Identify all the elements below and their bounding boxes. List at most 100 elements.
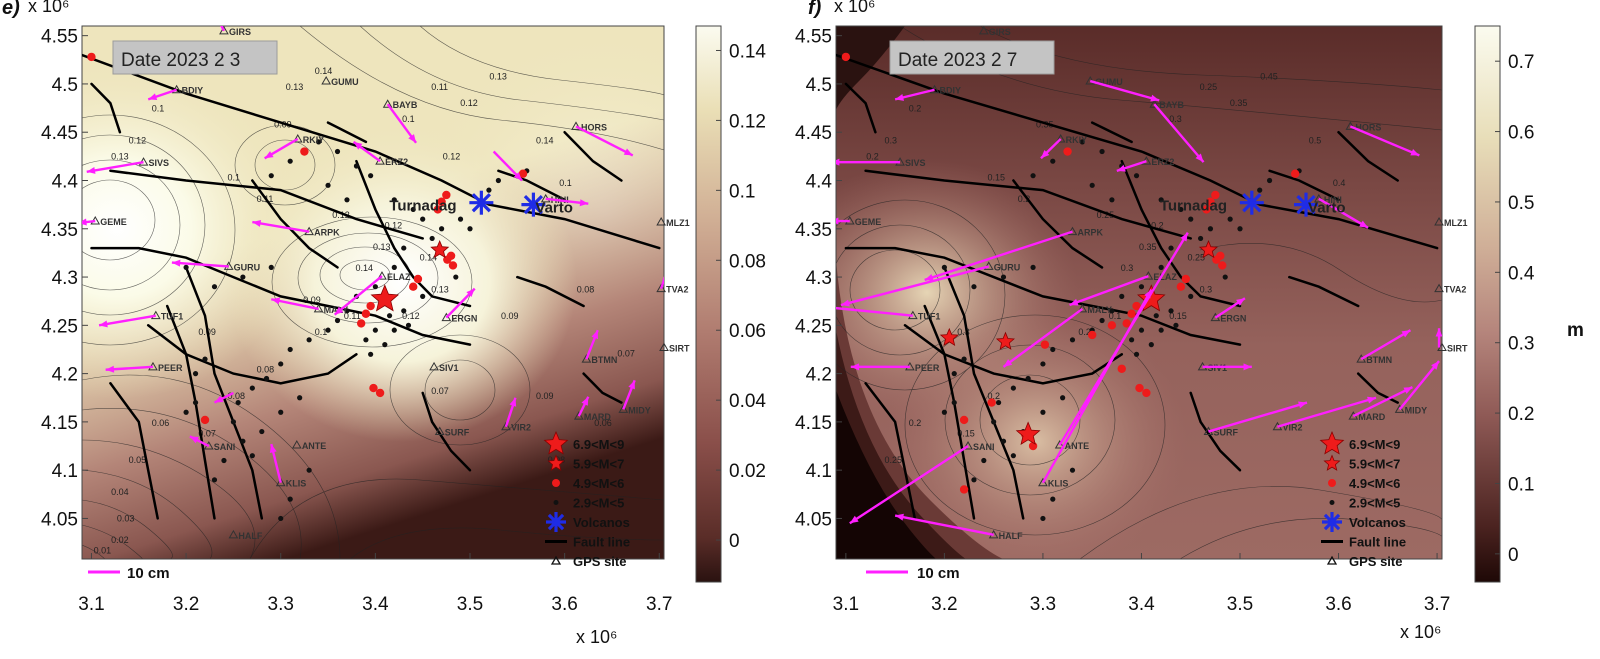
legend-star-small-icon: [1323, 454, 1341, 471]
contour-label: 0.25: [1200, 82, 1218, 92]
gps-triangle-icon: [1345, 121, 1356, 130]
x-tick-label: 3.6: [551, 594, 577, 615]
gps-displacement-vector: [1089, 79, 1160, 102]
medium-quake-dot: [366, 301, 375, 311]
volcano-icon: [1294, 192, 1319, 217]
gps-site-label: GIRS: [229, 27, 251, 37]
medium-quake-dot: [442, 190, 451, 200]
fault-line: [90, 82, 122, 134]
gps-site-label: ERGN: [1220, 314, 1246, 324]
y-tick-label: 4.4: [52, 171, 79, 192]
contour-label: 0.3: [885, 135, 898, 145]
small-quake-dot: [1069, 337, 1076, 343]
x-tick-label: 3.5: [1227, 594, 1253, 615]
contour-label: 0.08: [228, 391, 246, 401]
vector-arrowhead: [148, 93, 158, 101]
small-quake-dot: [457, 216, 464, 222]
small-quake-dot: [1188, 216, 1194, 222]
colorbar-tick-label: 0.06: [729, 321, 766, 342]
contour-label: 0.09: [303, 295, 321, 305]
gps-site-label: RKIY: [303, 135, 325, 145]
small-quake-dot: [386, 313, 393, 319]
small-quake-dot: [391, 327, 397, 333]
vector-arrowhead: [814, 303, 823, 310]
contour-label: 0.12: [129, 135, 147, 145]
small-quake-dot: [1158, 197, 1164, 203]
legend-black-dot-icon: [553, 500, 559, 505]
y-tick-label: 4.2: [806, 365, 832, 386]
gps-site-label: GIRS: [989, 27, 1011, 37]
contour-label: 0.13: [111, 151, 129, 161]
legend-label: Volcanos: [573, 515, 630, 530]
small-quake-dot: [287, 496, 293, 502]
gps-site-label: HALF: [238, 531, 262, 541]
small-quake-dot: [961, 356, 967, 362]
small-quake-dot: [325, 327, 331, 333]
contour-label: 0.4: [1333, 178, 1346, 188]
volcano-label: Turnadag: [1160, 198, 1227, 215]
fault-line: [109, 169, 424, 240]
small-quake-dot: [278, 409, 284, 415]
gps-triangle-icon: [1313, 193, 1324, 203]
gps-site-label: BTMN: [1366, 355, 1392, 365]
x-tick-label: 3.3: [268, 594, 294, 615]
small-quake-dot: [1109, 308, 1115, 314]
colorbar-tick-label: 0: [1508, 545, 1519, 566]
vector-arrowhead: [1410, 148, 1420, 156]
y-tick-label: 4.3: [806, 268, 832, 289]
legend-star-small-icon: [547, 454, 565, 471]
vector-arrowhead: [1298, 401, 1308, 409]
y-tick-label: 4.05: [41, 509, 78, 530]
contour-label: 0.08: [577, 285, 595, 295]
gps-displacement-vector: [1069, 274, 1149, 307]
small-quake-dot: [1109, 197, 1115, 203]
gps-site-label: BAYB: [393, 100, 418, 110]
medium-quake-dot: [959, 485, 969, 494]
small-quake-dot: [1168, 245, 1174, 251]
panel-e-medium-quakes: [87, 52, 528, 425]
medium-quake-dot: [1087, 330, 1097, 340]
fault-line: [326, 121, 368, 144]
gps-site-label: SIVS: [149, 158, 170, 168]
contour-label: 0.25: [885, 455, 903, 465]
vector-arrowhead: [189, 436, 199, 444]
colorbar-tick-label: 0.1: [729, 181, 755, 202]
medium-quake-dot: [413, 274, 423, 284]
gps-triangle-icon: [501, 421, 511, 431]
contour-label: 0.25: [1097, 210, 1115, 220]
small-quake-dot: [183, 264, 189, 270]
panel-f-colorbar-unit: m: [1567, 320, 1584, 341]
gps-triangle-icon: [321, 76, 332, 85]
gps-site-label: MLZ1: [666, 218, 690, 228]
fault-line: [582, 372, 623, 404]
small-quake-dot: [951, 371, 957, 377]
panel-f-gps-sites: GIRS BDIY GUMU BAYB HORS RKIY SIVS ERZ2 HINI GEME…: [844, 25, 1468, 541]
contour-label: 0.12: [402, 311, 420, 321]
y-tick-label: 4.15: [795, 413, 832, 434]
contour-label: 0.1: [402, 114, 415, 124]
gps-site-label: ANTE: [302, 441, 327, 451]
gps-site-label: SIRT: [1447, 344, 1468, 354]
small-quake-dot: [951, 399, 957, 406]
contour-label: 0.5: [1309, 135, 1322, 145]
medium-quake-dot: [1135, 383, 1144, 393]
y-tick-label: 4.5: [52, 75, 78, 96]
panel-e-large-quakes: [370, 239, 450, 312]
gps-triangle-icon: [292, 133, 303, 143]
y-tick-label: 4.4: [806, 171, 833, 192]
small-quake-dot: [495, 177, 501, 184]
gps-triangle-icon: [219, 25, 229, 35]
panel-e-volcanoes: Turnadag Varto: [389, 190, 573, 217]
gps-site-label: PEER: [158, 363, 183, 373]
small-quake-dot: [192, 371, 199, 377]
vector-arrowhead: [1116, 164, 1126, 172]
panel-f-gps-vectors: [814, 79, 1442, 537]
fault-line: [943, 266, 1025, 520]
small-quake-dot: [391, 197, 397, 203]
gps-site-label: MIDY: [1405, 405, 1428, 415]
x-tick-label: 3.1: [78, 594, 104, 615]
large-quake-star: [370, 284, 400, 312]
fault-line: [836, 53, 1439, 250]
colorbar-tick-label: 0.2: [1508, 404, 1534, 425]
gps-triangle-icon: [377, 271, 387, 280]
